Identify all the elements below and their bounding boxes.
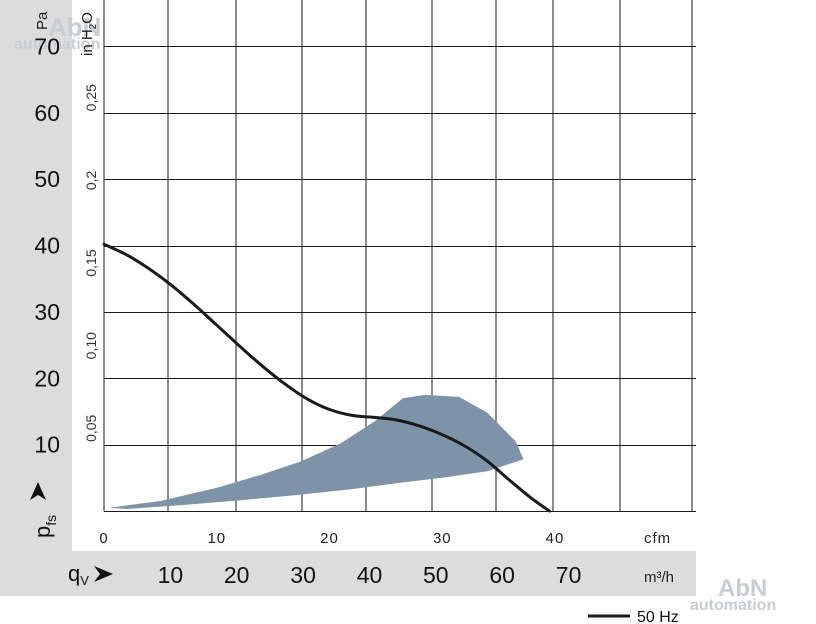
x-top-tick-label: 20: [320, 530, 339, 547]
x-bottom-tick-label: 60: [489, 562, 515, 588]
y-right-unit-sub: 2: [88, 23, 99, 29]
y-axis-symbol-main: p: [30, 526, 55, 538]
watermark-bottom-line1: AbN: [718, 575, 767, 602]
watermark-top-line1: AbN: [48, 12, 101, 42]
x-axis-arrow-icon: [94, 566, 113, 582]
y-right-tick-label: 0,15: [83, 249, 99, 276]
y-left-tick-label: 10: [34, 432, 60, 458]
watermark-bottom-line2: automation: [690, 597, 776, 614]
y-axis-symbol-sub: fs: [43, 515, 59, 526]
x-bottom-tick-label: 40: [357, 562, 383, 588]
y-left-tick-label: 60: [34, 100, 60, 126]
y-left-tick-label: 50: [34, 166, 60, 192]
y-left-tick-label: 40: [34, 233, 60, 259]
x-top-tick-label: 0: [99, 530, 108, 547]
y-right-tick-label: 0,2: [83, 170, 99, 190]
x-bottom-ticks: 10 20 30 40 50 60 70: [158, 562, 582, 588]
x-top-tick-label: 40: [546, 530, 565, 547]
y-axis-symbol: pfs: [30, 515, 59, 538]
left-axis-panel: [0, 0, 72, 596]
legend-label-50hz: 50 Hz: [637, 609, 679, 624]
y-axis-arrow-icon: [30, 482, 46, 500]
x-top-tick-label: 30: [433, 530, 452, 547]
x-bottom-tick-label: 10: [158, 562, 184, 588]
y-right-unit-label: in H2O: [79, 12, 99, 56]
x-top-ticks: 0 10 20 30 40: [99, 530, 565, 547]
x-top-tick-label: 10: [207, 530, 226, 547]
y-right-tick-label: 0,25: [83, 84, 99, 111]
x-bottom-tick-label: 30: [290, 562, 316, 588]
operating-area: [109, 394, 524, 509]
x-bottom-tick-label: 70: [556, 562, 582, 588]
y-right-unit-end: O: [79, 12, 96, 24]
x-axis-symbol-main: q: [68, 561, 80, 586]
y-right-ticks: 0,05 0,10 0,15 0,2 0,25: [83, 84, 99, 442]
watermark-top-line2: automation: [14, 36, 100, 53]
y-left-ticks: 10 20 30 40 50 60 70: [34, 34, 60, 458]
x-bottom-unit-label: m³/h: [644, 569, 674, 586]
y-left-unit-label: Pa: [34, 11, 51, 30]
x-axis-symbol-sub: V: [80, 573, 89, 588]
series-line-50hz: [102, 242, 551, 513]
y-right-tick-label: 0,05: [83, 414, 99, 441]
y-left-tick-label: 70: [34, 34, 60, 60]
bottom-axis-panel: [72, 551, 696, 596]
y-left-tick-label: 30: [34, 299, 60, 325]
x-axis-symbol: qV: [68, 561, 89, 588]
x-bottom-tick-label: 50: [423, 562, 449, 588]
y-right-unit-base: in H: [79, 29, 96, 56]
x-top-unit-label: cfm: [644, 530, 671, 547]
y-left-tick-label: 20: [34, 365, 60, 391]
x-bottom-tick-label: 20: [224, 562, 250, 588]
y-right-tick-label: 0,10: [83, 332, 99, 359]
